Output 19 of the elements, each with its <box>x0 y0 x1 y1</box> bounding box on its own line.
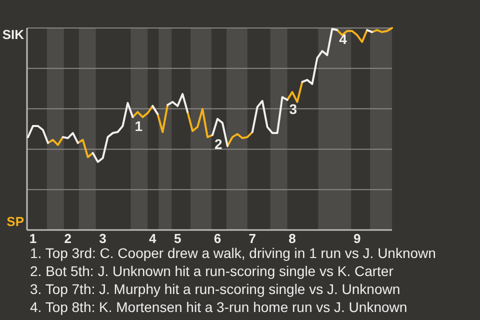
annotation: 3 <box>289 100 298 117</box>
annotation: 1 <box>134 118 143 134</box>
text: SP <box>6 214 24 229</box>
x-tick-label: 7 <box>248 231 256 246</box>
x-tick-label: 9 <box>353 231 361 246</box>
text: 2. Bot 5th: J. Unknown hit a run-scoring single vs K. Carter <box>30 263 394 279</box>
text: 4. Top 8th: K. Mortensen hit a 3-run home run vs J. Unknown <box>30 299 408 315</box>
x-tick-label: 1 <box>29 231 37 246</box>
x-tick-label: 5 <box>174 231 182 246</box>
text: 3. Top 7th: J. Murphy hit a run-scoring single vs J. Unknown <box>30 281 400 297</box>
annotation: 2 <box>214 136 222 152</box>
x-tick-label: 4 <box>149 231 158 246</box>
annotation: 4 <box>339 31 348 48</box>
x-tick-label: 6 <box>214 231 222 246</box>
x-tick-label: 2 <box>64 231 72 246</box>
x-tick-label: 3 <box>99 231 106 246</box>
text: SIK <box>2 27 25 42</box>
text: 1. Top 3rd: C. Cooper drew a walk, driving in 1 run vs J. Unknown <box>30 245 436 261</box>
x-tick-label: 8 <box>288 231 296 246</box>
